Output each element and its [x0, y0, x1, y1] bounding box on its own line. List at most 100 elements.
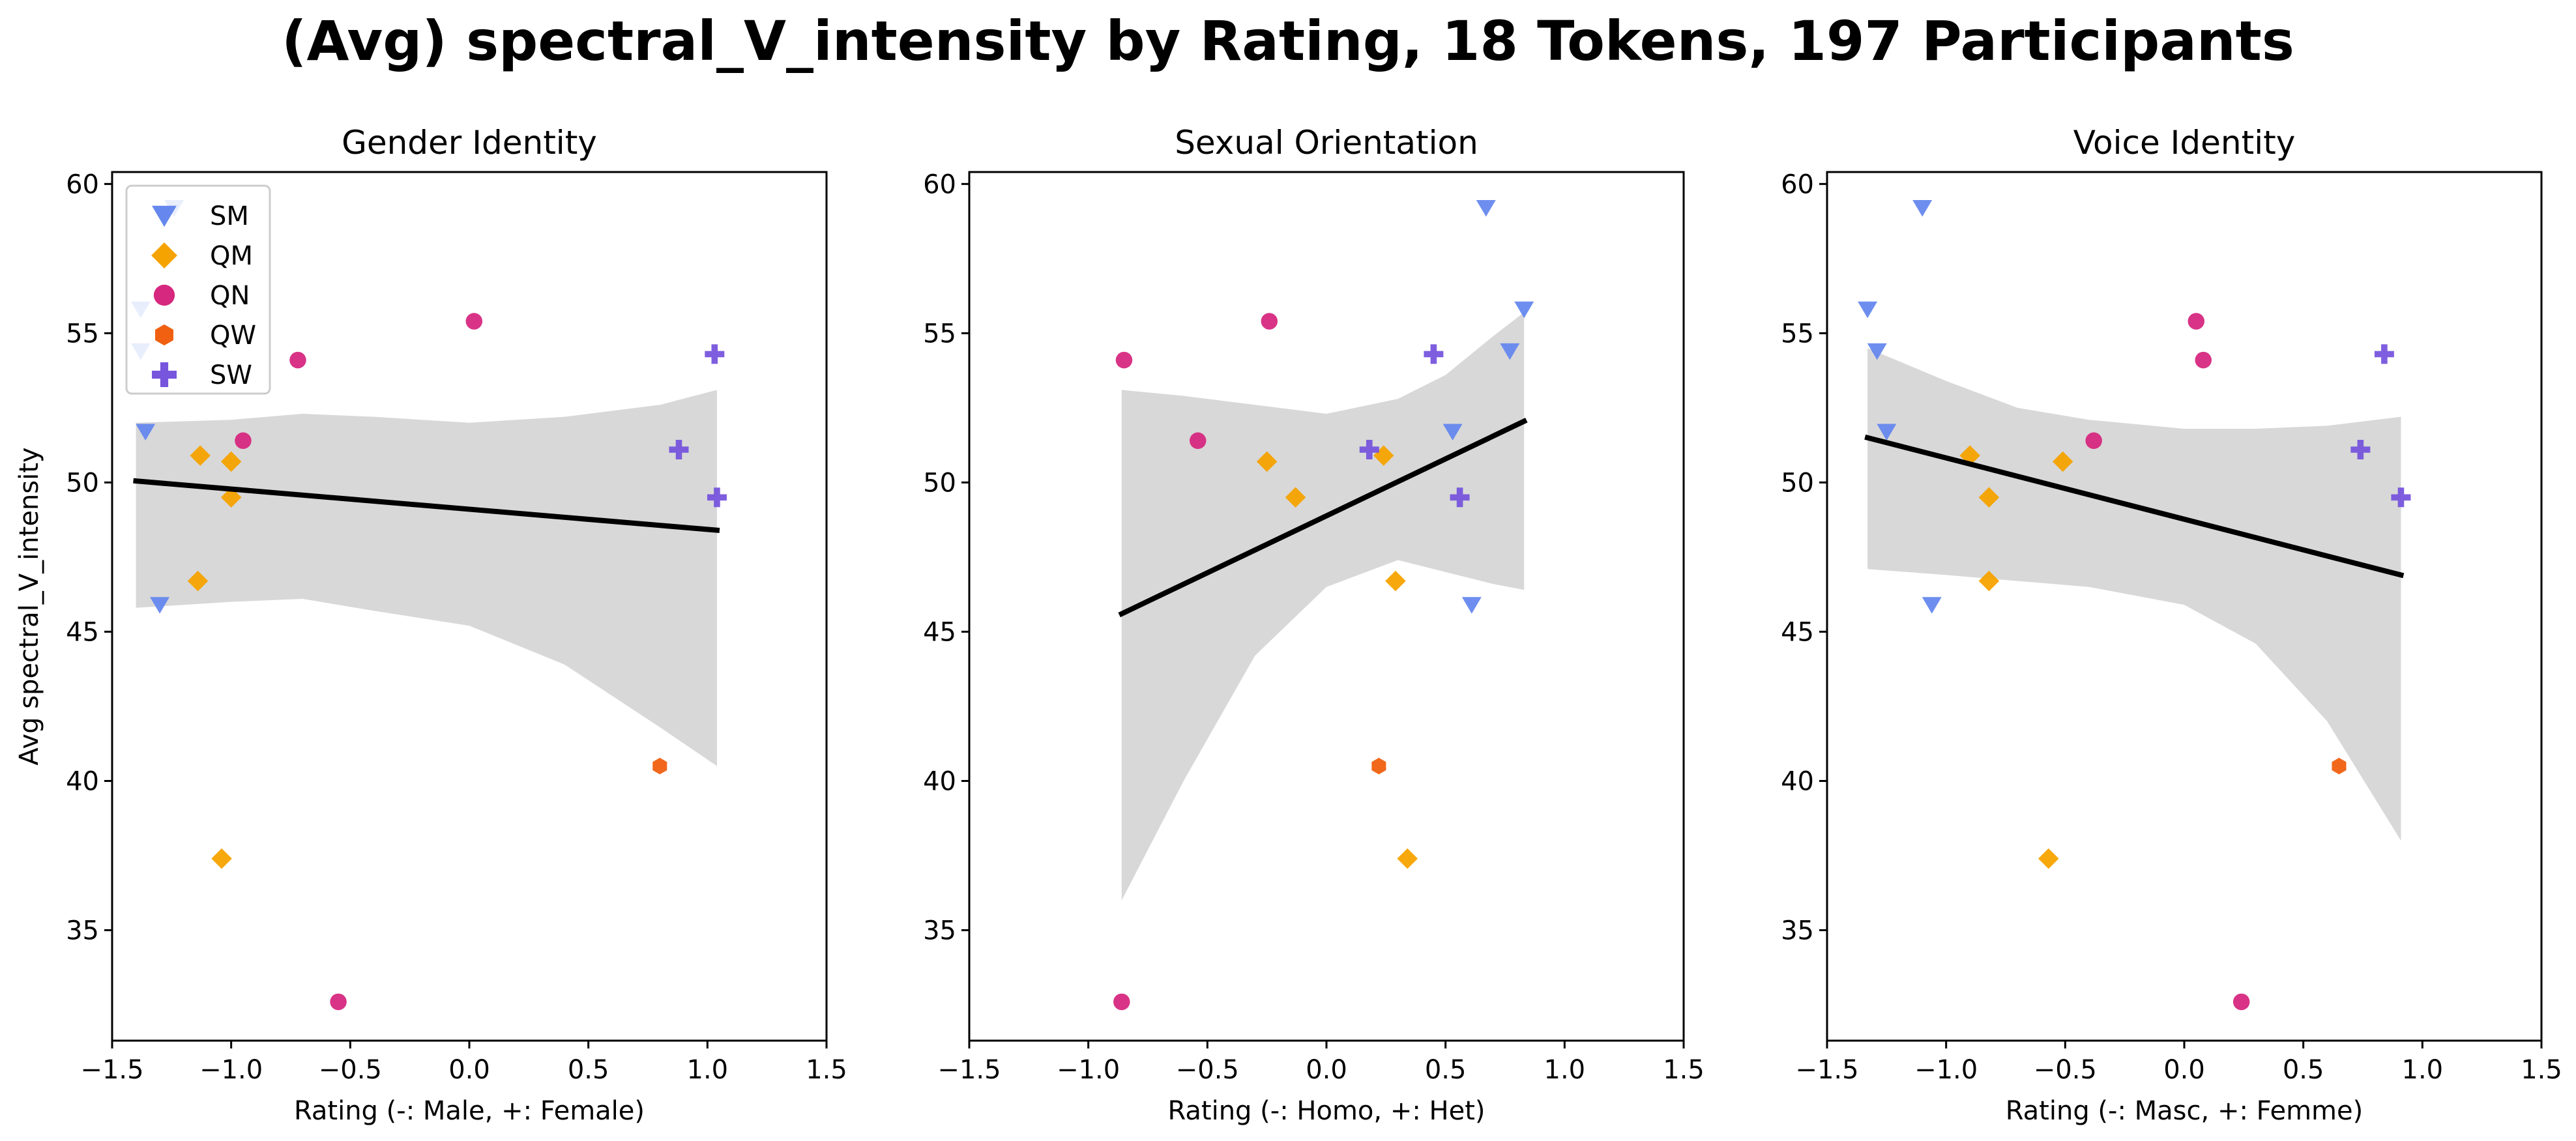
- y-tick-label: 35: [923, 916, 956, 946]
- figure-title: (Avg) spectral_V_intensity by Rating, 18…: [282, 9, 2294, 73]
- data-point-QW: [2332, 757, 2347, 775]
- data-point-QM: [187, 570, 209, 592]
- data-point-QN: [2085, 432, 2102, 450]
- data-point-QN: [465, 313, 483, 330]
- data-point-QN: [1189, 432, 1207, 450]
- data-point-QW: [652, 757, 667, 775]
- x-tick-label: 0.0: [1306, 1055, 1347, 1085]
- series-QW: [652, 757, 667, 775]
- series-SW: [1359, 344, 1470, 508]
- y-tick-label: 40: [923, 766, 956, 796]
- y-tick-label: 50: [923, 468, 956, 498]
- legend-marker-QW: [155, 324, 173, 346]
- data-point-SM: [1514, 301, 1534, 319]
- x-tick-label: −1.5: [937, 1055, 1001, 1085]
- legend-label-QW: QW: [210, 321, 256, 351]
- data-point-SM: [150, 597, 170, 614]
- x-tick-label: −1.0: [199, 1055, 263, 1085]
- data-point-QN: [330, 993, 347, 1011]
- data-point-QM: [2038, 848, 2059, 869]
- legend-label-SW: SW: [210, 360, 252, 390]
- chart-panel-3: −1.5 −1.0 −0.5 0.0 0.5 1.0 1.5 35 40 45 50 55 60 Voic…: [1781, 124, 2562, 1126]
- data-point-QN: [1261, 313, 1278, 330]
- confidence-band: [136, 390, 717, 766]
- x-tick-label: −1.5: [1795, 1055, 1858, 1085]
- data-point-QN: [2232, 993, 2250, 1011]
- x-tick-label: 1.5: [806, 1055, 847, 1085]
- chart-panel-2: −1.5 −1.0 −0.5 0.0 0.5 1.0 1.5 35 40 45 50 55 60 Sexu…: [923, 124, 1705, 1126]
- x-tick-label: 1.0: [2402, 1055, 2444, 1085]
- data-point-QM: [220, 451, 242, 472]
- x-tick-label: −1.5: [80, 1055, 143, 1085]
- data-point-SM: [1858, 301, 1878, 319]
- x-tick-label: 0.5: [1425, 1055, 1467, 1085]
- y-tick-label: 45: [66, 617, 99, 647]
- data-point-QM: [220, 487, 242, 508]
- series-SM: [1858, 199, 1942, 614]
- x-tick-label: 1.5: [1663, 1055, 1705, 1085]
- data-point-QM: [1385, 570, 1406, 592]
- x-tick-label: −0.5: [319, 1055, 382, 1085]
- data-point-SW: [1450, 487, 1470, 508]
- x-axis-label: Rating (-: Male, +: Female): [294, 1096, 645, 1126]
- series-QM: [1256, 445, 1418, 869]
- confidence-band: [1867, 348, 2401, 841]
- x-tick-label: −1.0: [1914, 1055, 1978, 1085]
- series-SW: [669, 344, 727, 508]
- y-tick-label: 40: [66, 766, 99, 796]
- series-SW: [2350, 344, 2411, 508]
- y-tick-label: 35: [66, 916, 99, 946]
- legend: SM QM QN QW SW: [125, 184, 271, 395]
- data-point-SM: [1922, 597, 1942, 614]
- data-point-QW: [1371, 757, 1386, 775]
- series-QN: [1113, 313, 1278, 1011]
- series-QN: [235, 313, 483, 1011]
- x-tick-label: 1.5: [2521, 1055, 2562, 1085]
- y-tick-label: 40: [1781, 766, 1814, 796]
- data-point-SW: [2391, 487, 2411, 508]
- data-point-SM: [1442, 424, 1463, 441]
- data-point-SM: [1476, 199, 1496, 217]
- legend-marker-SM: [152, 205, 177, 227]
- panel-title: Sexual Orientation: [1175, 124, 1478, 162]
- data-point-QM: [211, 848, 232, 869]
- series-QW: [2332, 757, 2347, 775]
- data-point-SM: [1912, 199, 1933, 217]
- y-tick-label: 50: [1781, 468, 1814, 498]
- data-point-SM: [1500, 343, 1520, 360]
- data-point-QN: [1115, 351, 1133, 369]
- data-point-SM: [1867, 343, 1887, 360]
- y-tick-label: 60: [923, 169, 956, 199]
- data-point-QN: [2188, 313, 2205, 330]
- data-point-QM: [190, 445, 211, 466]
- x-tick-label: −0.5: [2034, 1055, 2097, 1085]
- confidence-band: [1121, 312, 1525, 901]
- y-tick-label: 60: [1781, 169, 1814, 199]
- y-tick-label: 55: [1781, 319, 1814, 349]
- legend-label-QM: QM: [210, 241, 253, 271]
- legend-marker-QM: [151, 242, 177, 268]
- y-axis-label: Avg spectral_V_intensity: [14, 447, 44, 765]
- plot-frame: [968, 171, 1685, 1042]
- data-point-QM: [1978, 570, 2000, 592]
- data-point-SM: [1877, 424, 1897, 441]
- y-tick-label: 45: [1781, 617, 1814, 647]
- data-point-QN: [1113, 993, 1130, 1011]
- data-point-SW: [707, 487, 727, 508]
- x-tick-label: 1.0: [687, 1055, 729, 1085]
- panel-title: Gender Identity: [342, 124, 597, 162]
- legend-label-SM: SM: [210, 201, 249, 231]
- regression-line: [133, 478, 720, 534]
- data-point-QN: [2195, 351, 2212, 369]
- panel-title: Voice Identity: [2073, 124, 2296, 162]
- data-point-QM: [1397, 848, 1418, 869]
- x-tick-label: 0.5: [2283, 1055, 2324, 1085]
- regression-line: [1864, 434, 2405, 579]
- series-SM: [1442, 199, 1534, 614]
- data-point-SW: [1359, 440, 1379, 460]
- y-tick-label: 35: [1781, 916, 1814, 946]
- y-tick-label: 55: [66, 319, 99, 349]
- series-QW: [1371, 757, 1386, 775]
- data-point-SW: [669, 440, 689, 460]
- x-tick-label: 0.0: [2163, 1055, 2205, 1085]
